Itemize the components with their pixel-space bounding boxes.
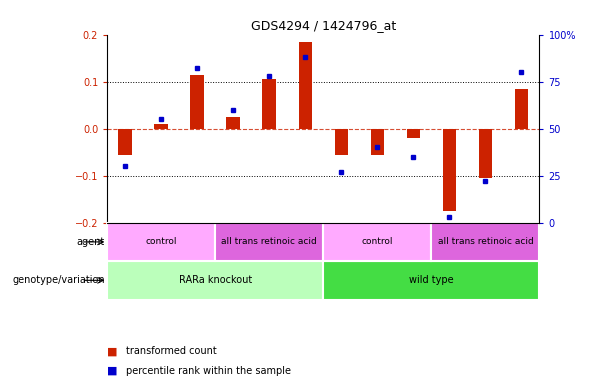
- Text: all trans retinoic acid: all trans retinoic acid: [221, 237, 317, 247]
- Text: transformed count: transformed count: [126, 346, 216, 356]
- Bar: [154, 124, 168, 129]
- Text: RARa knockout: RARa knockout: [179, 275, 252, 285]
- Bar: [262, 79, 276, 129]
- Title: GDS4294 / 1424796_at: GDS4294 / 1424796_at: [251, 19, 396, 32]
- Bar: [335, 129, 348, 154]
- Bar: [479, 129, 492, 178]
- Text: ■: ■: [107, 366, 118, 376]
- Bar: [406, 129, 421, 138]
- Bar: [324, 223, 432, 261]
- Bar: [370, 129, 384, 154]
- Text: agent: agent: [77, 237, 105, 247]
- Bar: [514, 89, 528, 129]
- Text: percentile rank within the sample: percentile rank within the sample: [126, 366, 291, 376]
- Text: genotype/variation: genotype/variation: [12, 275, 105, 285]
- Bar: [107, 223, 215, 261]
- Bar: [324, 261, 539, 300]
- Bar: [443, 129, 456, 211]
- Bar: [191, 74, 204, 129]
- Text: ■: ■: [107, 346, 118, 356]
- Bar: [118, 129, 132, 154]
- Bar: [107, 261, 324, 300]
- Text: control: control: [362, 237, 393, 247]
- Bar: [299, 41, 312, 129]
- Bar: [226, 117, 240, 129]
- Text: wild type: wild type: [409, 275, 454, 285]
- Text: control: control: [145, 237, 177, 247]
- Text: all trans retinoic acid: all trans retinoic acid: [438, 237, 533, 247]
- Bar: [215, 223, 324, 261]
- Bar: [432, 223, 539, 261]
